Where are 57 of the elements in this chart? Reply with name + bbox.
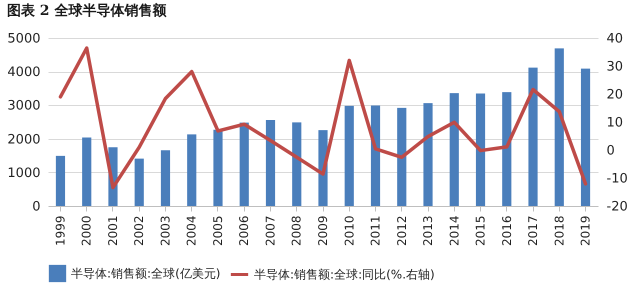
y2-tick-label: -20 — [606, 200, 628, 214]
bar — [56, 156, 66, 206]
y-tick-label: 5000 — [7, 32, 40, 46]
bar — [344, 106, 354, 206]
x-tick-label: 2009 — [316, 216, 330, 246]
x-tick-label: 2003 — [158, 216, 172, 246]
bar — [528, 68, 538, 206]
y2-tick-label: 30 — [606, 60, 624, 74]
bar — [187, 134, 196, 206]
line-series — [58, 46, 588, 190]
x-tick-label: 2001 — [106, 216, 120, 246]
bar — [554, 48, 564, 206]
x-tick-label: 1999 — [53, 216, 68, 246]
bar — [134, 158, 144, 206]
bar — [397, 108, 406, 206]
y2-tick-label: -10 — [606, 172, 628, 186]
x-tick-label: 2014 — [447, 216, 462, 246]
y2-tick-label: 20 — [606, 88, 624, 102]
x-tick-label: 2000 — [80, 216, 94, 246]
x-tick-label: 2017 — [526, 216, 540, 246]
x-tick-label: 2013 — [421, 216, 436, 246]
x-tick-label: 2015 — [474, 216, 488, 246]
y2-tick-label: 0 — [606, 144, 615, 158]
bar — [82, 137, 92, 206]
bar — [580, 68, 590, 206]
x-tick-label: 2005 — [210, 216, 225, 246]
bar — [292, 122, 302, 206]
y2-tick-label: 40 — [606, 32, 624, 46]
bar — [423, 103, 433, 206]
bar — [240, 122, 249, 206]
x-tick-label: 2010 — [342, 216, 356, 246]
bar — [160, 150, 170, 206]
bar — [450, 93, 459, 206]
x-tick-label: 2018 — [552, 216, 566, 246]
y-tick-label: 4000 — [7, 65, 40, 80]
bar — [266, 120, 276, 206]
y2-tick-label: 10 — [606, 116, 624, 130]
x-tick-label: 2004 — [184, 216, 199, 246]
legend-label: 半导体:销售额:全球:同比(%.右轴) — [254, 268, 435, 282]
bar — [370, 106, 380, 206]
bar — [213, 130, 223, 206]
bar — [476, 93, 486, 206]
x-tick-label: 2007 — [263, 216, 278, 246]
x-tick-label: 2002 — [132, 216, 146, 246]
y-tick-label: 2000 — [7, 132, 40, 148]
x-tick-label: 2012 — [394, 216, 409, 246]
x-tick-label: 2019 — [578, 216, 593, 246]
y-tick-label: 0 — [32, 200, 40, 214]
x-tick-label: 2006 — [237, 216, 252, 246]
chart-title: 图表 2 全球半导体销售额 — [6, 2, 168, 19]
y-tick-label: 3000 — [7, 98, 40, 114]
legend-label: 半导体:销售额:全球(亿美元) — [71, 266, 220, 280]
x-tick-label: 2016 — [500, 216, 514, 246]
bar — [502, 92, 512, 206]
x-tick-label: 2008 — [290, 216, 304, 246]
x-tick-label: 2011 — [368, 216, 383, 246]
y-tick-label: 1000 — [7, 166, 40, 181]
